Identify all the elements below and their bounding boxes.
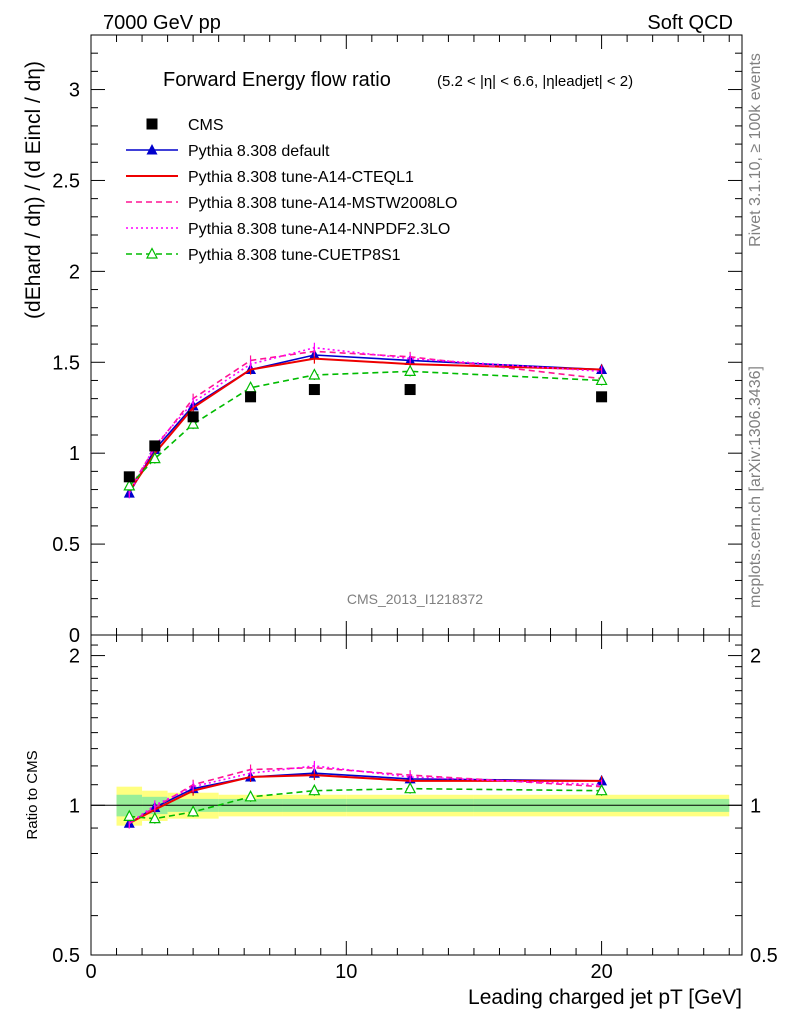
x-tick-label: 10 [335,961,357,983]
ratio-panel-frame [90,634,743,956]
ratio-y-tick-label-right: 0.5 [750,945,778,967]
mcplots-label: mcplots.cern.ch [arXiv:1306.3436] [747,366,764,608]
ratio-point-pythia-8-308-tune-cuetp8s1 [123,809,136,821]
ratio-point-pythia-8-308-tune-cuetp8s1 [404,781,417,794]
main-point-cms [187,411,199,423]
ratio-point-pythia-8-308-tune-cuetp8s1 [148,811,161,824]
legend: CMS Pythia 8.308 default Pythia 8.308 tune… [126,117,457,264]
ratio-y-axis-label: Ratio to CMS [24,750,41,839]
header-left: 7000 GeV pp [103,12,221,34]
chart-title: Forward Energy flow ratio [163,69,391,91]
main-line-pythia-8-308-tune-a14-nnpdf2-3lo [128,346,602,494]
ratio-y-tick-label-right: 2 [750,646,761,668]
legend-label-pythia-8-308-tune-a14-nnpdf2-3lo: Pythia 8.308 tune-A14-NNPDF2.3LO [188,221,450,238]
main-point-cms [308,384,320,396]
main-point-cms [245,391,257,403]
y-axis-label: (dEhard / dη) / (d Eincl / dη) [22,61,45,319]
y-tick-label: 1 [69,443,80,465]
y-tick-label: 3 [69,80,80,102]
main-point-pythia-8-308-tune-cuetp8s1 [595,373,608,386]
header-right: Soft QCD [647,12,733,34]
main-point-pythia-8-308-tune-cuetp8s1 [308,368,321,380]
legend-label-cms: CMS [188,117,224,134]
main-point-cms [123,471,135,483]
ratio-point-pythia-8-308-tune-cuetp8s1 [244,790,257,802]
ratio-y-tick-label-right: 1 [750,795,761,817]
ratio-point-pythia-8-308-tune-cuetp8s1 [595,783,608,796]
ratio-y-tick-label: 0.5 [52,945,80,967]
ratio-y-tick-label: 2 [69,646,80,668]
ratio-series-group [123,760,608,829]
y-tick-label: 1.5 [52,352,80,374]
main-series-group [123,342,608,499]
main-line-pythia-8-308-tune-a14-mstw2008lo [128,350,602,490]
legend-label-pythia-8-308-default: Pythia 8.308 default [188,143,330,160]
rivet-label: Rivet 3.1.10, ≥ 100k events [747,53,764,247]
ratio-point-pythia-8-308-tune-cuetp8s1 [308,783,321,796]
main-point-cms [149,440,161,452]
chart-title-condition: (5.2 < |η| < 6.6, |ηleadjet| < 2) [437,73,633,90]
ratio-point-pythia-8-308-tune-cuetp8s1 [187,805,200,817]
x-axis-label: Leading charged jet pT [GeV] [468,986,742,1009]
legend-marker-cms [146,118,158,130]
legend-marker-pythia-8-308-tune-cuetp8s1 [146,247,158,259]
legend-label-pythia-8-308-tune-a14-mstw2008lo: Pythia 8.308 tune-A14-MSTW2008LO [188,195,457,212]
ratio-y-tick-label: 1 [69,795,80,817]
x-tick-label: 0 [85,961,96,983]
legend-label-pythia-8-308-tune-cuetp8s1: Pythia 8.308 tune-CUETP8S1 [188,247,401,264]
main-line-pythia-8-308-tune-a14-cteql1 [128,357,602,492]
analysis-watermark: CMS_2013_I1218372 [347,591,483,607]
main-point-pythia-8-308-tune-cuetp8s1 [148,451,161,464]
main-point-pythia-8-308-tune-cuetp8s1 [404,364,417,376]
y-tick-label: 2.5 [52,170,80,192]
main-point-cms [596,391,608,403]
legend-marker-pythia-8-308-default [146,144,158,155]
main-line-pythia-8-308-default [128,354,602,494]
y-tick-label: 0 [69,625,80,647]
main-point-cms [404,384,416,396]
legend-label-pythia-8-308-tune-a14-cteql1: Pythia 8.308 tune-A14-CTEQL1 [188,169,414,186]
main-line-pythia-8-308-tune-cuetp8s1 [128,370,602,487]
y-tick-label: 2 [69,261,80,283]
main-point-pythia-8-308-tune-cuetp8s1 [123,479,136,491]
x-tick-label: 20 [590,961,612,983]
y-tick-label: 0.5 [52,534,80,556]
main-point-pythia-8-308-tune-cuetp8s1 [187,417,200,429]
